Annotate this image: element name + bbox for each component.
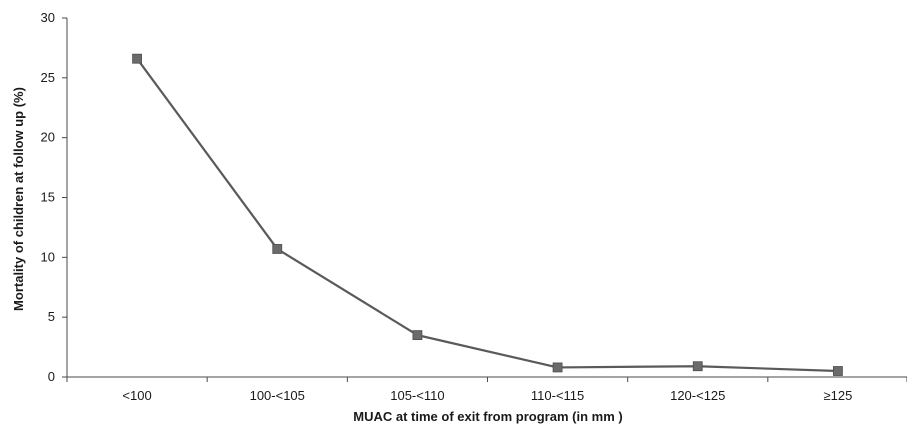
y-tick-label: 5 <box>48 309 55 324</box>
x-axis: <100 100-<105 105-<110 110-<115 120-<125 ≥125 <box>66 376 907 403</box>
y-tick-label: 25 <box>41 70 55 85</box>
y-tick-label: 10 <box>41 249 55 264</box>
x-tick-label: 100-<105 <box>250 388 305 403</box>
data-point <box>412 330 423 341</box>
x-tick-label: 105-<110 <box>390 388 444 403</box>
data-point <box>132 53 142 64</box>
x-tick-label: 110-<115 <box>531 388 584 403</box>
data-point <box>552 362 563 373</box>
x-axis-title: MUAC at time of exit from program (in mm… <box>353 409 622 424</box>
y-axis: 0 5 10 15 20 25 30 <box>41 10 68 384</box>
y-tick-label: 30 <box>41 10 55 25</box>
series-line <box>136 58 838 373</box>
series-group <box>132 53 843 376</box>
data-point <box>833 366 843 376</box>
x-tick-label: ≥125 <box>824 388 853 403</box>
x-tick-label: <100 <box>122 388 151 403</box>
x-tick-label: 120-<125 <box>670 388 725 403</box>
y-tick-label: 15 <box>41 190 55 205</box>
y-tick-label: 0 <box>48 369 55 384</box>
data-point <box>692 361 703 372</box>
y-axis-title: Mortality of children at follow up (%) <box>11 87 26 311</box>
y-tick-label: 20 <box>41 130 55 145</box>
data-point <box>272 244 283 254</box>
